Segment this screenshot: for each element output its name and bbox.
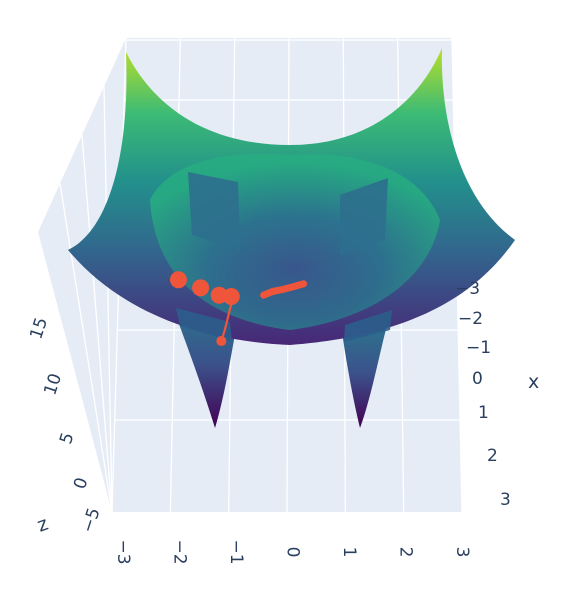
trajectory-marker (192, 279, 210, 297)
right-front-notch (344, 310, 392, 342)
trajectories (169, 271, 308, 347)
x-tick-label: −2 (458, 309, 483, 329)
grid-line-side (81, 134, 113, 513)
z-axis-title: z (34, 513, 51, 537)
z-tick-label: −5 (78, 505, 105, 535)
tick-labels: −3 −2 −1 0 1 2 3 −3 −2 −1 0 1 2 3 −5 0 5 10 15 (26, 279, 510, 565)
left-wall-pane (38, 38, 126, 512)
y-tick-label: 1 (339, 547, 359, 558)
trajectory-line-1 (220, 302, 233, 343)
trajectory-end-point (216, 336, 227, 347)
left-inner-well (188, 172, 240, 250)
surface (68, 48, 515, 428)
x-tick-label: −3 (455, 279, 480, 299)
x-axis-title: x (528, 371, 539, 393)
right-inner-well (340, 178, 388, 255)
x-tick-label: 2 (487, 446, 498, 466)
trajectory-line-2 (260, 280, 308, 299)
grid-line-side (59, 183, 113, 513)
x-tick-label: 0 (472, 369, 483, 389)
z-tick-label: 5 (56, 430, 78, 446)
trajectory-marker (222, 288, 240, 306)
x-tick-label: −1 (466, 338, 491, 358)
z-tick-label: 10 (40, 371, 66, 398)
grid-line-side (103, 86, 113, 513)
right-well (340, 318, 388, 428)
trajectory-marker (169, 271, 187, 289)
left-front-notch (176, 308, 232, 342)
y-tick-label: −2 (170, 539, 190, 564)
y-tick-label: 3 (452, 547, 472, 558)
z-tick-label: 0 (70, 475, 92, 491)
y-tick-label: −3 (113, 539, 133, 564)
y-tick-label: 2 (396, 547, 416, 558)
z-tick-label: 15 (26, 315, 52, 342)
x-tick-label: 1 (478, 403, 489, 423)
y-tick-label: 0 (283, 547, 303, 558)
y-tick-label: −1 (226, 539, 246, 564)
x-tick-label: 3 (500, 490, 511, 510)
